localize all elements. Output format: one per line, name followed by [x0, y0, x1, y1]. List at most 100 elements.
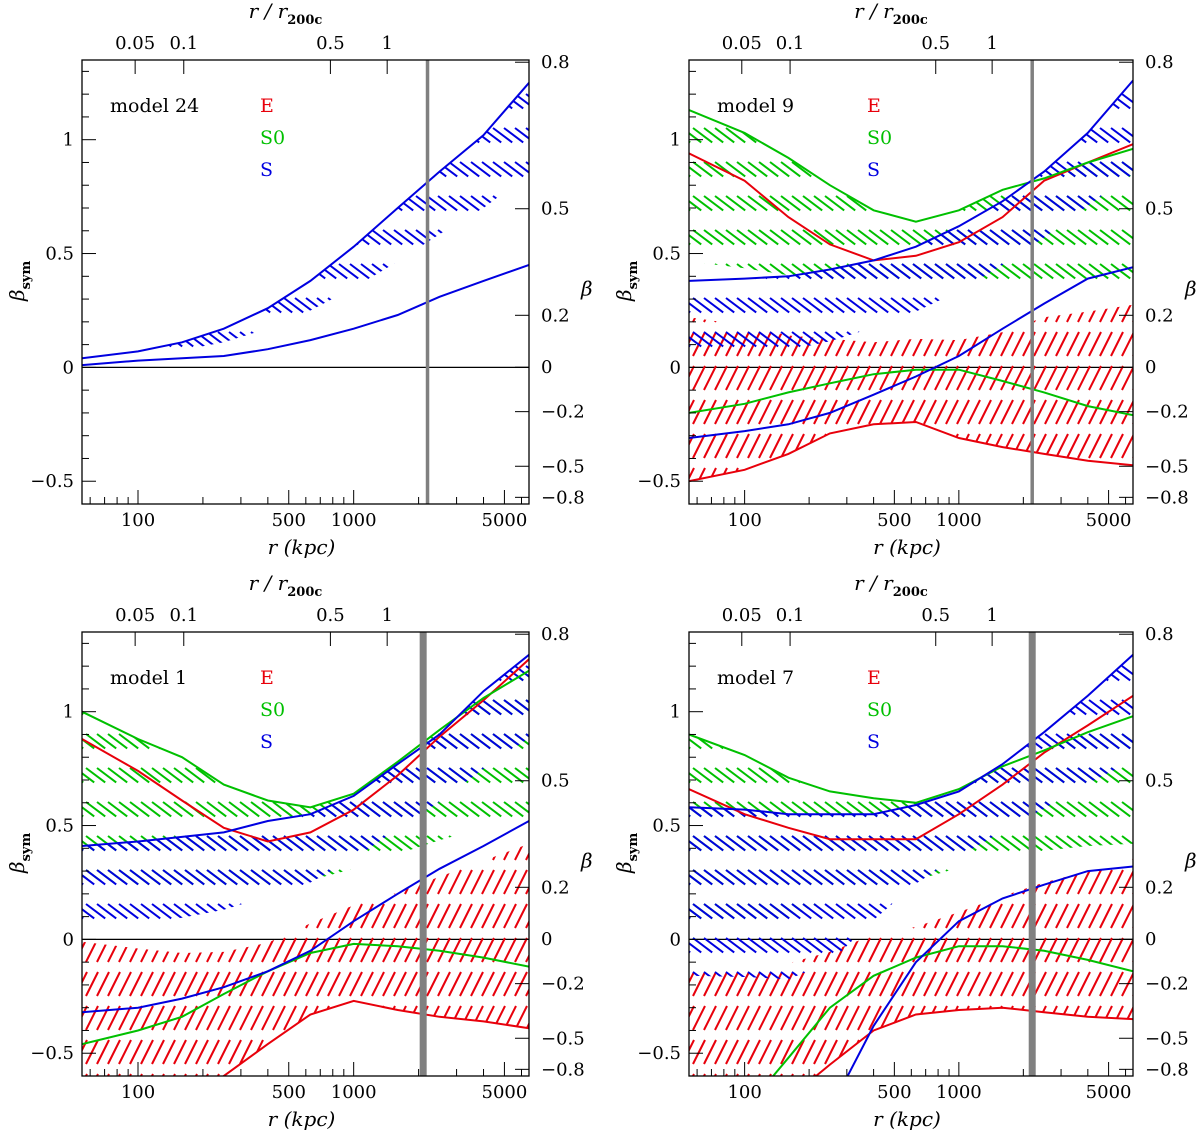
y-tick-label: 1	[63, 702, 74, 723]
right-tick-label: 0	[541, 929, 552, 950]
right-tick-label: 0	[541, 357, 552, 378]
right-tick-label: 0.5	[1145, 771, 1174, 792]
series-S-lower	[846, 865, 1133, 1076]
y-tick-label: 1	[670, 702, 681, 723]
x-tick-label: 5000	[482, 510, 528, 531]
top-tick-label: 0.1	[776, 605, 805, 626]
y-tick-label: 0.5	[652, 816, 681, 837]
top-axis-label: r / r200c	[854, 0, 928, 28]
right-tick-label: 0.5	[541, 199, 570, 220]
y-tick-label: 1	[63, 130, 74, 151]
right-tick-label: 0.2	[1145, 877, 1174, 898]
top-axis-label: r / r200c	[249, 571, 323, 600]
right-tick-label: 0	[1145, 929, 1156, 950]
top-tick-label: 0.05	[722, 605, 762, 626]
panel-bottom-right: 100 500 1000 5000 0.05 0.1 0.5 1 −0.5 0 0.5 1 0.8 0.5…	[612, 571, 1197, 1131]
top-tick-label: 0.5	[921, 605, 950, 626]
right-tick-label: −0.5	[1145, 1028, 1189, 1049]
series-S-lower	[82, 263, 529, 367]
right-tick-label: 0.2	[541, 305, 570, 326]
legend-S0: S0	[867, 127, 892, 149]
series-S0-lower	[82, 942, 529, 1046]
y-tick-label: 1	[670, 130, 681, 151]
top-tick-label: 0.05	[722, 33, 762, 54]
x-tick-label: 1000	[331, 510, 377, 531]
right-tick-label: −0.8	[1145, 1059, 1189, 1080]
right-tick-label: −0.5	[1145, 456, 1189, 477]
top-tick-label: 0.5	[316, 605, 345, 626]
series-S0-upper	[82, 669, 529, 809]
legend-S: S	[867, 731, 880, 753]
series-S0-upper	[689, 109, 1133, 223]
x-axis-label: r (kpc)	[873, 1107, 941, 1131]
plot-area	[82, 632, 529, 1076]
hatch-S	[82, 93, 529, 348]
x-tick-label: 100	[121, 510, 155, 531]
right-tick-label: −0.8	[541, 1059, 585, 1080]
top-tick-label: 1	[986, 605, 997, 626]
left-axis-label: βsym	[612, 261, 641, 302]
x-tick-label: 500	[877, 1082, 911, 1103]
series-E-lower	[689, 420, 1133, 483]
x-tick-label: 1000	[936, 510, 982, 531]
right-tick-label: 0	[1145, 357, 1156, 378]
x-tick-label: 1000	[331, 1082, 377, 1103]
right-tick-label: 0.5	[1145, 199, 1174, 220]
x-tick-label: 5000	[482, 1082, 528, 1103]
model-label: model 7	[717, 667, 794, 689]
right-tick-label: −0.2	[1145, 974, 1189, 995]
hatch-S	[689, 665, 1133, 980]
right-tick-label: 0.2	[541, 877, 570, 898]
x-axis-label: r (kpc)	[268, 1107, 336, 1131]
right-tick-label: −0.8	[541, 487, 585, 508]
right-tick-label: 0.8	[541, 52, 570, 73]
x-tick-label: 500	[272, 510, 306, 531]
series-S-upper	[82, 654, 529, 847]
x-tick-label: 5000	[1086, 1082, 1132, 1103]
top-tick-label: 0.05	[115, 605, 155, 626]
panel-frame	[81, 59, 530, 505]
series-E-lower	[222, 999, 529, 1076]
top-tick-label: 0.5	[316, 33, 345, 54]
right-axis-label: β	[580, 276, 593, 300]
x-tick-label: 100	[727, 1082, 761, 1103]
plot-area	[689, 632, 1133, 1076]
right-tick-label: 0.8	[1145, 624, 1174, 645]
right-tick-label: −0.2	[541, 402, 585, 423]
y-tick-label: −0.5	[30, 471, 74, 492]
top-tick-label: 0.1	[776, 33, 805, 54]
series-S-upper	[689, 654, 1133, 816]
model-label: model 1	[110, 667, 187, 689]
top-tick-label: 1	[381, 33, 392, 54]
right-axis-label: β	[1184, 848, 1197, 872]
right-tick-label: 0.2	[1145, 305, 1174, 326]
right-tick-label: −0.2	[541, 974, 585, 995]
series-S-upper	[82, 82, 529, 360]
series-S0-lower	[771, 945, 1133, 1076]
hatch-S0	[689, 733, 1133, 940]
y-tick-label: 0.5	[45, 244, 74, 265]
legend-E: E	[260, 667, 274, 689]
top-tick-label: 0.1	[169, 605, 198, 626]
x-tick-label: 500	[272, 1082, 306, 1103]
series-S-upper	[689, 79, 1133, 282]
series-S-lower	[82, 820, 529, 1014]
hatch-E	[689, 857, 1133, 1076]
model-label: model 9	[717, 95, 794, 117]
right-tick-label: 0.8	[541, 624, 570, 645]
model-label: model 24	[110, 95, 199, 117]
y-tick-label: 0.5	[652, 244, 681, 265]
x-tick-label: 100	[121, 1082, 155, 1103]
y-tick-label: −0.5	[637, 1043, 681, 1064]
x-tick-label: 100	[727, 510, 761, 531]
series-E-upper	[689, 694, 1133, 841]
panel-top-left: 100 500 1000 5000 0.05 0.1 0.5 1 −0.5 0 0.5 1 0.8 0.5…	[5, 0, 593, 559]
right-tick-label: −0.5	[541, 1028, 585, 1049]
y-tick-label: 0	[670, 929, 681, 950]
series-E-lower	[814, 1006, 1133, 1076]
legend-E: E	[260, 95, 274, 117]
left-axis-label: βsym	[5, 261, 34, 302]
right-tick-label: 0.8	[1145, 52, 1174, 73]
legend-S: S	[260, 159, 273, 181]
